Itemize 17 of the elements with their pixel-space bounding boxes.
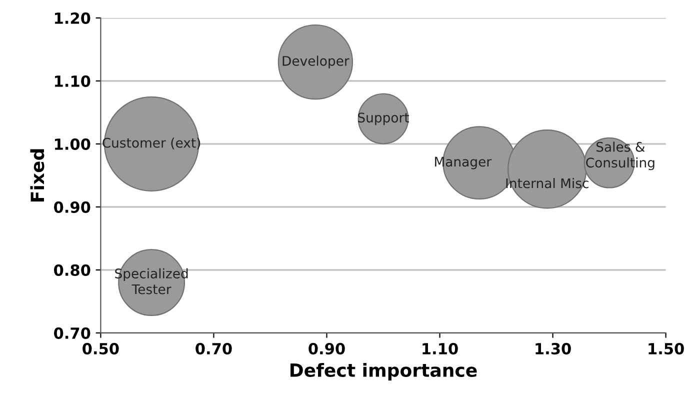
x-tick-label: 0.90 bbox=[308, 342, 345, 354]
y-axis-title: Fixed bbox=[30, 149, 44, 202]
y-tick-label: 0.70 bbox=[54, 327, 90, 339]
y-tick-label: 0.90 bbox=[54, 201, 90, 213]
annotation: Developer bbox=[282, 56, 350, 68]
y-tick-label: 1.20 bbox=[55, 12, 90, 24]
y-tick-label: 0.80 bbox=[54, 264, 90, 276]
y-tick-label: 1.10 bbox=[55, 75, 90, 87]
x-tick-label: 1.30 bbox=[536, 342, 571, 354]
x-tick-label: 1.50 bbox=[648, 342, 684, 354]
y-tick-label: 1.00 bbox=[55, 138, 90, 150]
x-axis-title: Defect importance bbox=[290, 362, 477, 380]
annotation: Customer (ext) bbox=[102, 138, 200, 150]
x-tick-label: 1.10 bbox=[422, 342, 458, 354]
annotation: Support bbox=[358, 112, 410, 126]
x-tick-label: 0.50 bbox=[82, 342, 119, 354]
x-tick-label: 0.70 bbox=[196, 342, 232, 354]
